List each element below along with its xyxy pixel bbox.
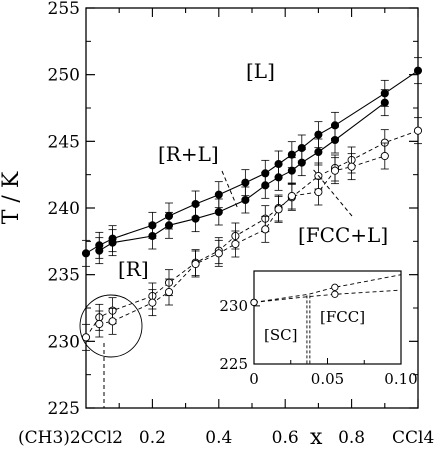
- region-label-liquid: [L]: [246, 59, 275, 83]
- y-tick-label: 255: [48, 0, 80, 19]
- inset-region-label-fcc: [FCC]: [320, 308, 365, 326]
- data-point: [287, 157, 296, 185]
- y-tick-label: 250: [48, 66, 80, 86]
- x-tick-label: 0.4: [205, 428, 232, 448]
- main-plot: 225 230 235 240 245 250 255 0.2 0.4 0.6 0.8: [48, 0, 423, 448]
- data-point: [314, 138, 323, 166]
- data-point: [95, 310, 104, 338]
- data-point: [380, 89, 389, 117]
- inset-plot-frame: [253, 270, 402, 365]
- data-point: [413, 117, 423, 145]
- data-point: [214, 181, 223, 209]
- y-tick-label: 245: [48, 132, 80, 152]
- data-point: [314, 178, 323, 206]
- inset-x-tick-label: 0.05: [311, 370, 344, 388]
- data-point: [347, 153, 356, 181]
- data-point: [274, 195, 283, 223]
- series-line-3: [99, 155, 385, 325]
- data-point: [95, 237, 104, 265]
- y-tick-label: 230: [48, 332, 80, 352]
- main-series-points: [81, 57, 423, 351]
- main-axis-ticks: 225 230 235 240 245 250 255 0.2 0.4 0.6 0.8: [48, 0, 419, 448]
- inset-x-tick-label: 0: [249, 370, 259, 388]
- series-line-0: [85, 70, 419, 254]
- y-tick-label: 235: [48, 266, 80, 286]
- data-point: [148, 289, 157, 317]
- inset-axis-ticks: 225 230 0 0.05 0.10: [219, 297, 417, 388]
- region-label-rhombohedral: [R]: [118, 257, 149, 281]
- data-point: [330, 157, 340, 185]
- inset-x-tick-label: 0.10: [384, 370, 417, 388]
- data-point: [214, 239, 223, 267]
- inset-data-point: [331, 290, 339, 298]
- main-annotations: [79, 167, 353, 408]
- data-point: [81, 239, 91, 267]
- inset-y-tick-label: 230: [219, 297, 248, 315]
- data-point: [164, 278, 174, 306]
- data-point: [241, 186, 250, 214]
- y-tick-label: 240: [48, 199, 80, 219]
- x-tick-label: 0.2: [139, 428, 166, 448]
- data-point: [413, 57, 423, 85]
- data-point: [287, 182, 296, 210]
- x-end-label-left: (CH3)2CCl2: [18, 428, 123, 448]
- data-point: [148, 222, 157, 250]
- data-point: [108, 307, 117, 335]
- data-point: [297, 149, 306, 177]
- inset-y-tick-label: 225: [219, 355, 248, 373]
- data-point: [191, 205, 200, 233]
- x-end-label-right: CCl4: [392, 428, 434, 448]
- inset-plot: 225 230 0 0.05 0.10: [219, 270, 418, 388]
- inset-data-point: [331, 283, 339, 291]
- region-label-rhombohedral-liquid: [R+L]: [158, 142, 219, 166]
- data-point: [261, 171, 270, 199]
- y-tick-label: 225: [48, 399, 80, 419]
- y-axis-title: T / K: [0, 171, 24, 224]
- data-point: [380, 142, 389, 170]
- region-label-fcc-liquid: [FCC+L]: [298, 223, 388, 247]
- data-point: [261, 215, 270, 243]
- x-axis-title: x: [310, 425, 323, 450]
- leader-line-fccl: [311, 167, 353, 217]
- data-point: [214, 198, 223, 226]
- inset-series-lines: [253, 274, 402, 364]
- data-point: [81, 323, 91, 351]
- inset-data-point: [250, 298, 258, 307]
- magnifier-circle: [79, 294, 143, 358]
- inset-region-label-sc: [SC]: [264, 326, 297, 344]
- data-point: [108, 229, 117, 257]
- data-point: [191, 250, 200, 278]
- data-point: [231, 230, 240, 258]
- data-point: [314, 121, 323, 149]
- inset-series-line-1: [253, 289, 402, 303]
- x-tick-label: 0.6: [272, 428, 299, 448]
- x-tick-label: 0.8: [338, 428, 365, 448]
- data-point: [330, 126, 340, 154]
- data-point: [164, 211, 174, 239]
- data-point: [274, 163, 283, 191]
